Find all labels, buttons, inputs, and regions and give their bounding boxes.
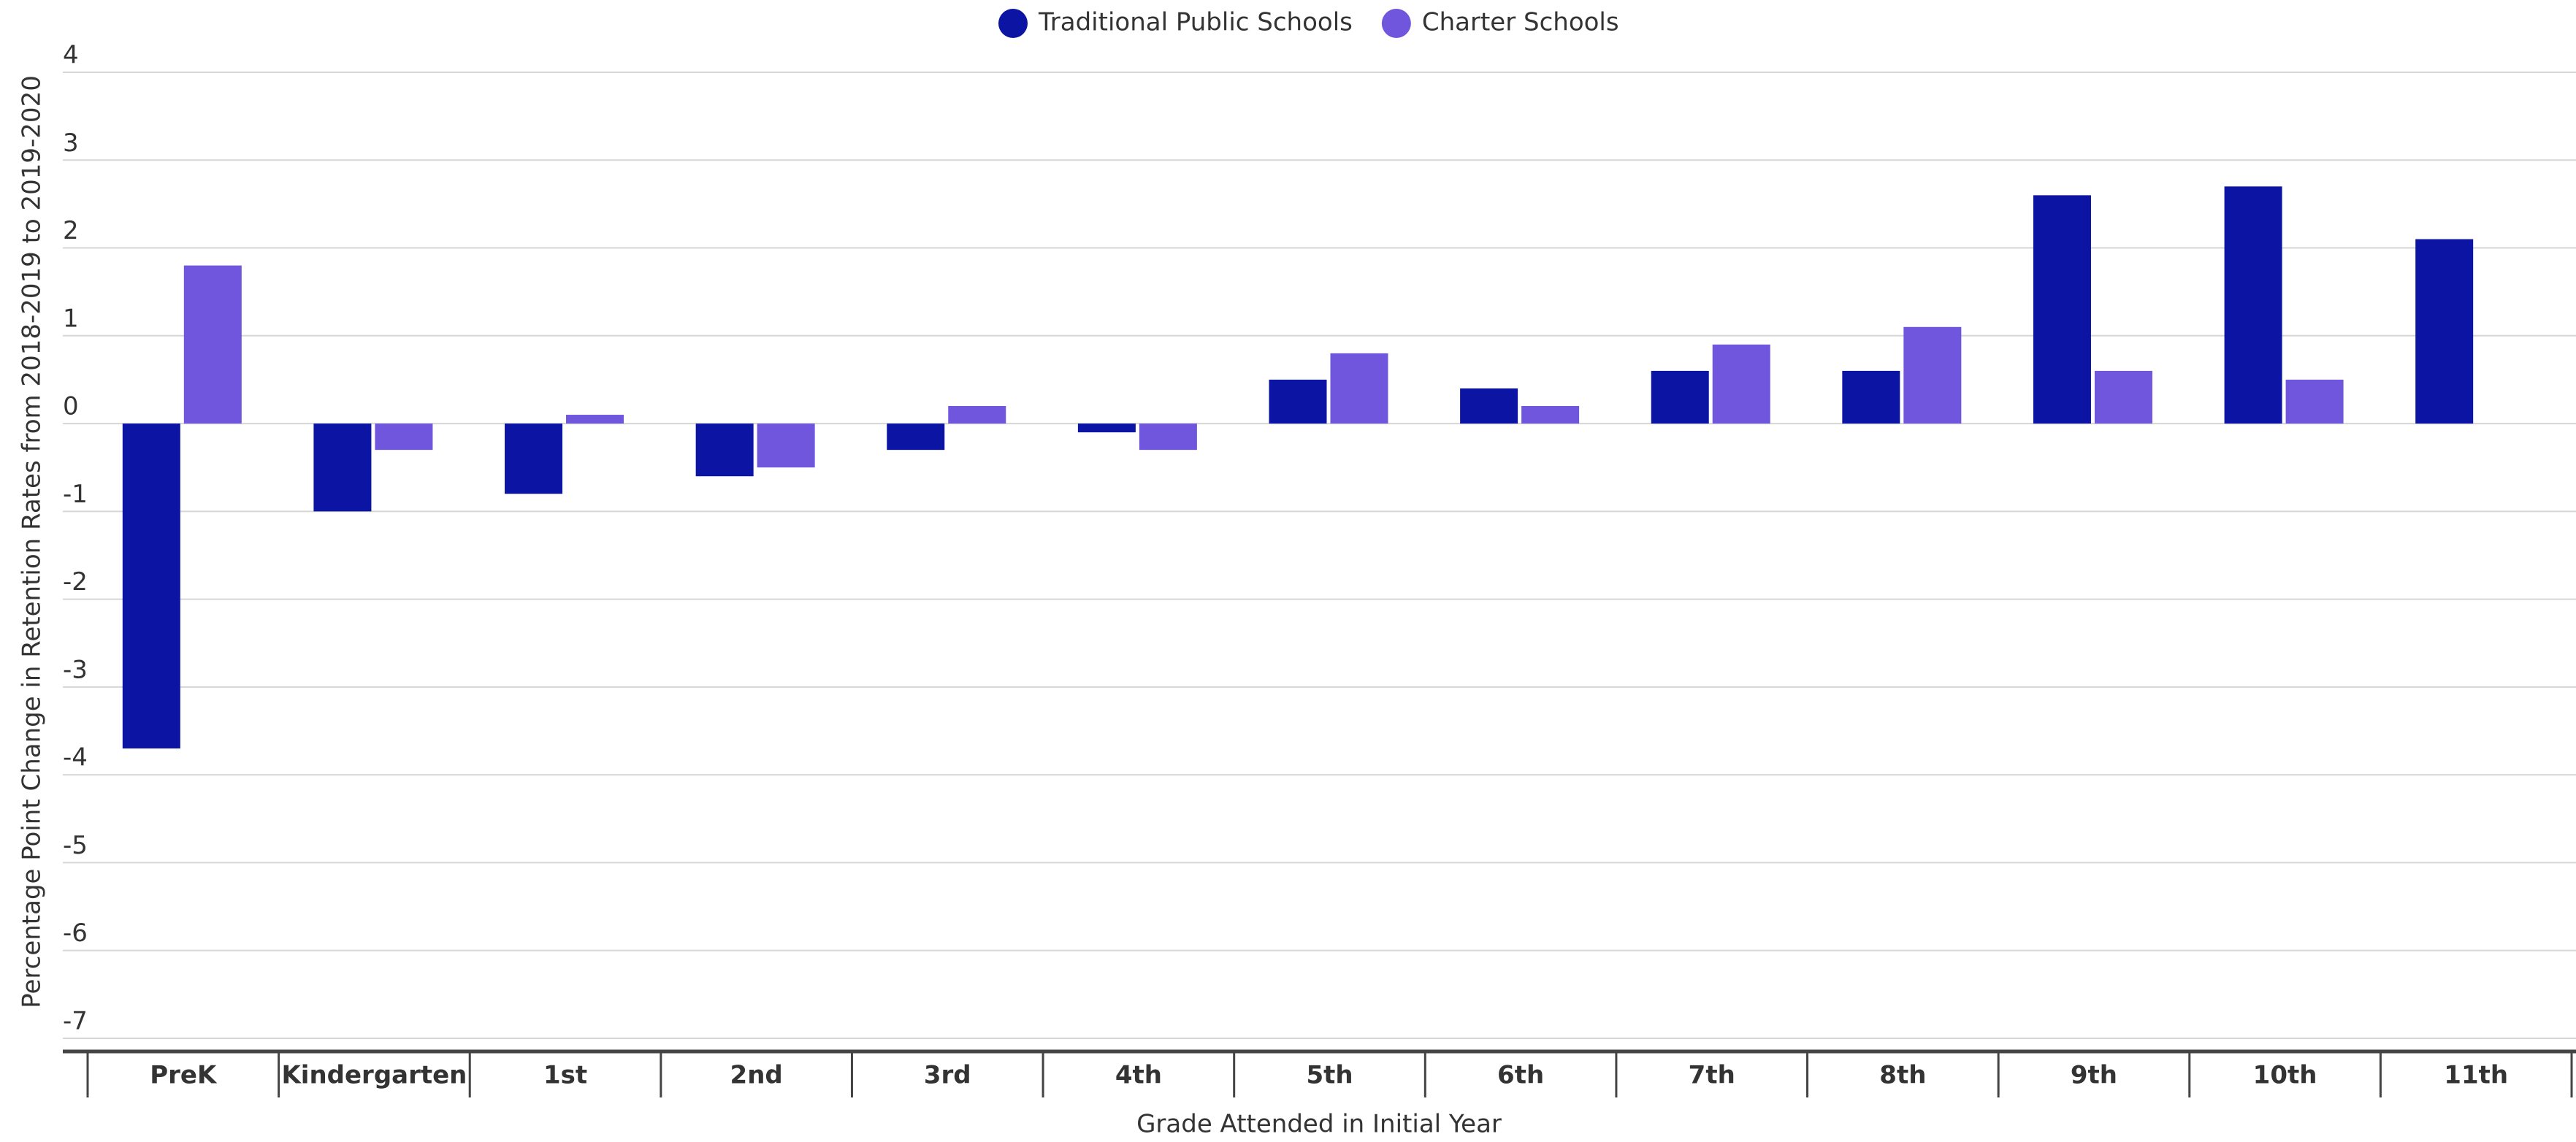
legend: Traditional Public Schools Charter School… (998, 8, 1619, 38)
bar (2033, 195, 2091, 424)
y-tick-label: -2 (63, 567, 88, 597)
bar (1903, 326, 1962, 424)
bar (1077, 424, 1136, 433)
y-tick-label: -6 (63, 919, 88, 948)
x-tick-label: 8th (1879, 1061, 1926, 1090)
legend-label: Charter Schools (1422, 8, 1619, 37)
bar (2415, 239, 2474, 424)
y-tick-label: 1 (63, 304, 79, 333)
y-tick-label: -1 (63, 480, 88, 509)
x-tick-label: 11th (2444, 1061, 2508, 1090)
bar (1521, 406, 1580, 424)
legend-marker (998, 9, 1028, 38)
y-tick-label: 2 (63, 216, 79, 245)
bar (2224, 186, 2282, 424)
y-tick-label: -5 (63, 831, 88, 860)
bar (1460, 388, 1518, 424)
bar (313, 424, 372, 512)
y-tick-label: -7 (63, 1006, 88, 1035)
x-tick-label: PreK (150, 1061, 218, 1090)
bar (1269, 379, 1327, 424)
bar (695, 424, 754, 477)
y-tick-label: -3 (63, 655, 88, 684)
bar (1330, 353, 1388, 424)
bar (1842, 370, 1900, 424)
bar (122, 424, 180, 749)
y-tick-label: 4 (63, 41, 79, 70)
bar (566, 415, 624, 424)
bar (1712, 344, 1770, 424)
x-tick-label: 7th (1689, 1061, 1735, 1090)
y-tick-label: 0 (63, 392, 79, 421)
y-tick-label: 3 (63, 129, 79, 158)
bar (2285, 379, 2344, 424)
x-tick-label: 4th (1115, 1061, 1162, 1090)
x-tick-label: 9th (2071, 1061, 2117, 1090)
x-axis-title: Grade Attended in Initial Year (1136, 1110, 1502, 1139)
bar (505, 424, 563, 494)
x-tick-label: 10th (2253, 1061, 2317, 1090)
y-tick-label: -4 (63, 743, 88, 773)
x-tick-label: 6th (1497, 1061, 1544, 1090)
bar (375, 424, 433, 451)
bar (1139, 424, 1197, 451)
bar (183, 265, 242, 424)
bar (1651, 370, 1709, 424)
x-tick-label: 3rd (924, 1061, 971, 1090)
bar (757, 424, 815, 468)
x-tick-label: 2nd (730, 1061, 783, 1090)
bar (2094, 370, 2152, 424)
bar (948, 406, 1006, 424)
bar (887, 424, 945, 451)
x-tick-label: 1st (543, 1061, 587, 1090)
y-axis-title: Percentage Point Change in Retention Rat… (18, 75, 47, 1008)
legend-label: Traditional Public Schools (1038, 8, 1353, 37)
legend-marker (1381, 9, 1411, 38)
x-tick-label: Kindergarten (281, 1061, 467, 1090)
x-tick-label: 5th (1306, 1061, 1353, 1090)
